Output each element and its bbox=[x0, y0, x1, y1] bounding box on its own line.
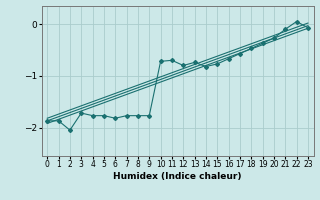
X-axis label: Humidex (Indice chaleur): Humidex (Indice chaleur) bbox=[113, 172, 242, 181]
